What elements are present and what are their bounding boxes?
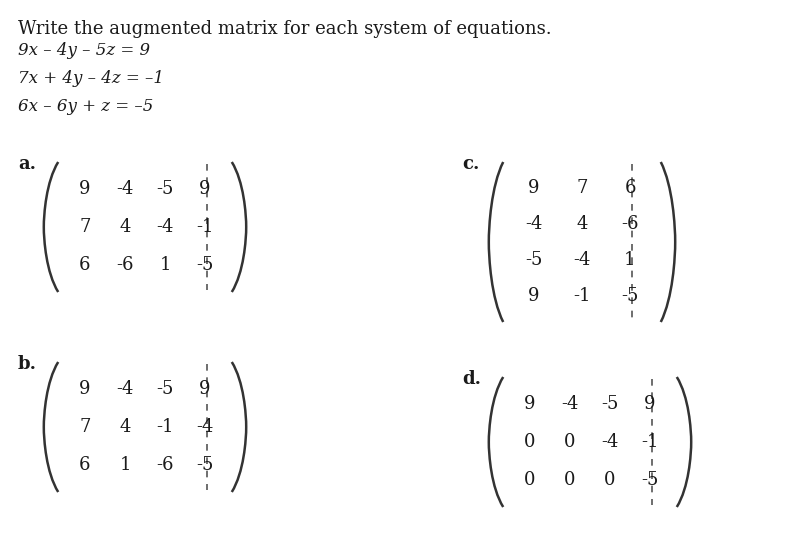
Text: -1: -1	[156, 418, 174, 436]
Text: 0: 0	[524, 433, 536, 451]
Text: -4: -4	[562, 395, 578, 413]
Text: -5: -5	[156, 180, 174, 198]
Text: 9: 9	[644, 395, 656, 413]
Text: c.: c.	[462, 155, 479, 173]
Text: 4: 4	[576, 215, 588, 233]
Text: 7: 7	[79, 418, 90, 436]
Text: -4: -4	[602, 433, 618, 451]
Text: -1: -1	[574, 287, 590, 305]
Text: 0: 0	[564, 471, 576, 489]
Text: 6: 6	[624, 179, 636, 197]
Text: -5: -5	[602, 395, 618, 413]
Text: 9: 9	[528, 287, 540, 305]
Text: 9: 9	[524, 395, 536, 413]
Text: 6x – 6y + z = –5: 6x – 6y + z = –5	[18, 98, 154, 115]
Text: 4: 4	[119, 218, 130, 236]
Text: 6: 6	[79, 256, 90, 274]
Text: 1: 1	[159, 256, 170, 274]
Text: 1: 1	[119, 456, 130, 474]
Text: -4: -4	[116, 380, 134, 398]
Text: -6: -6	[622, 215, 638, 233]
Text: -5: -5	[642, 471, 658, 489]
Text: -6: -6	[156, 456, 174, 474]
Text: 0: 0	[564, 433, 576, 451]
Text: 4: 4	[119, 418, 130, 436]
Text: 1: 1	[624, 251, 636, 269]
Text: -5: -5	[196, 256, 214, 274]
Text: -5: -5	[526, 251, 542, 269]
Text: 7: 7	[576, 179, 588, 197]
Text: b.: b.	[18, 355, 37, 373]
Text: -5: -5	[196, 456, 214, 474]
Text: -1: -1	[196, 218, 214, 236]
Text: -6: -6	[116, 256, 134, 274]
Text: 9: 9	[199, 180, 210, 198]
Text: 9: 9	[199, 380, 210, 398]
Text: -4: -4	[156, 218, 174, 236]
Text: 0: 0	[524, 471, 536, 489]
Text: 0: 0	[604, 471, 616, 489]
Text: -4: -4	[116, 180, 134, 198]
Text: a.: a.	[18, 155, 36, 173]
Text: 9: 9	[79, 380, 90, 398]
Text: -5: -5	[622, 287, 638, 305]
Text: -4: -4	[196, 418, 214, 436]
Text: -4: -4	[574, 251, 590, 269]
Text: 9: 9	[528, 179, 540, 197]
Text: Write the augmented matrix for each system of equations.: Write the augmented matrix for each syst…	[18, 20, 552, 38]
Text: 7: 7	[79, 218, 90, 236]
Text: 9x – 4y – 5z = 9: 9x – 4y – 5z = 9	[18, 42, 150, 59]
Text: 7x + 4y – 4z = –1: 7x + 4y – 4z = –1	[18, 70, 164, 87]
Text: 9: 9	[79, 180, 90, 198]
Text: 6: 6	[79, 456, 90, 474]
Text: -5: -5	[156, 380, 174, 398]
Text: -1: -1	[642, 433, 658, 451]
Text: d.: d.	[462, 370, 481, 388]
Text: -4: -4	[526, 215, 542, 233]
